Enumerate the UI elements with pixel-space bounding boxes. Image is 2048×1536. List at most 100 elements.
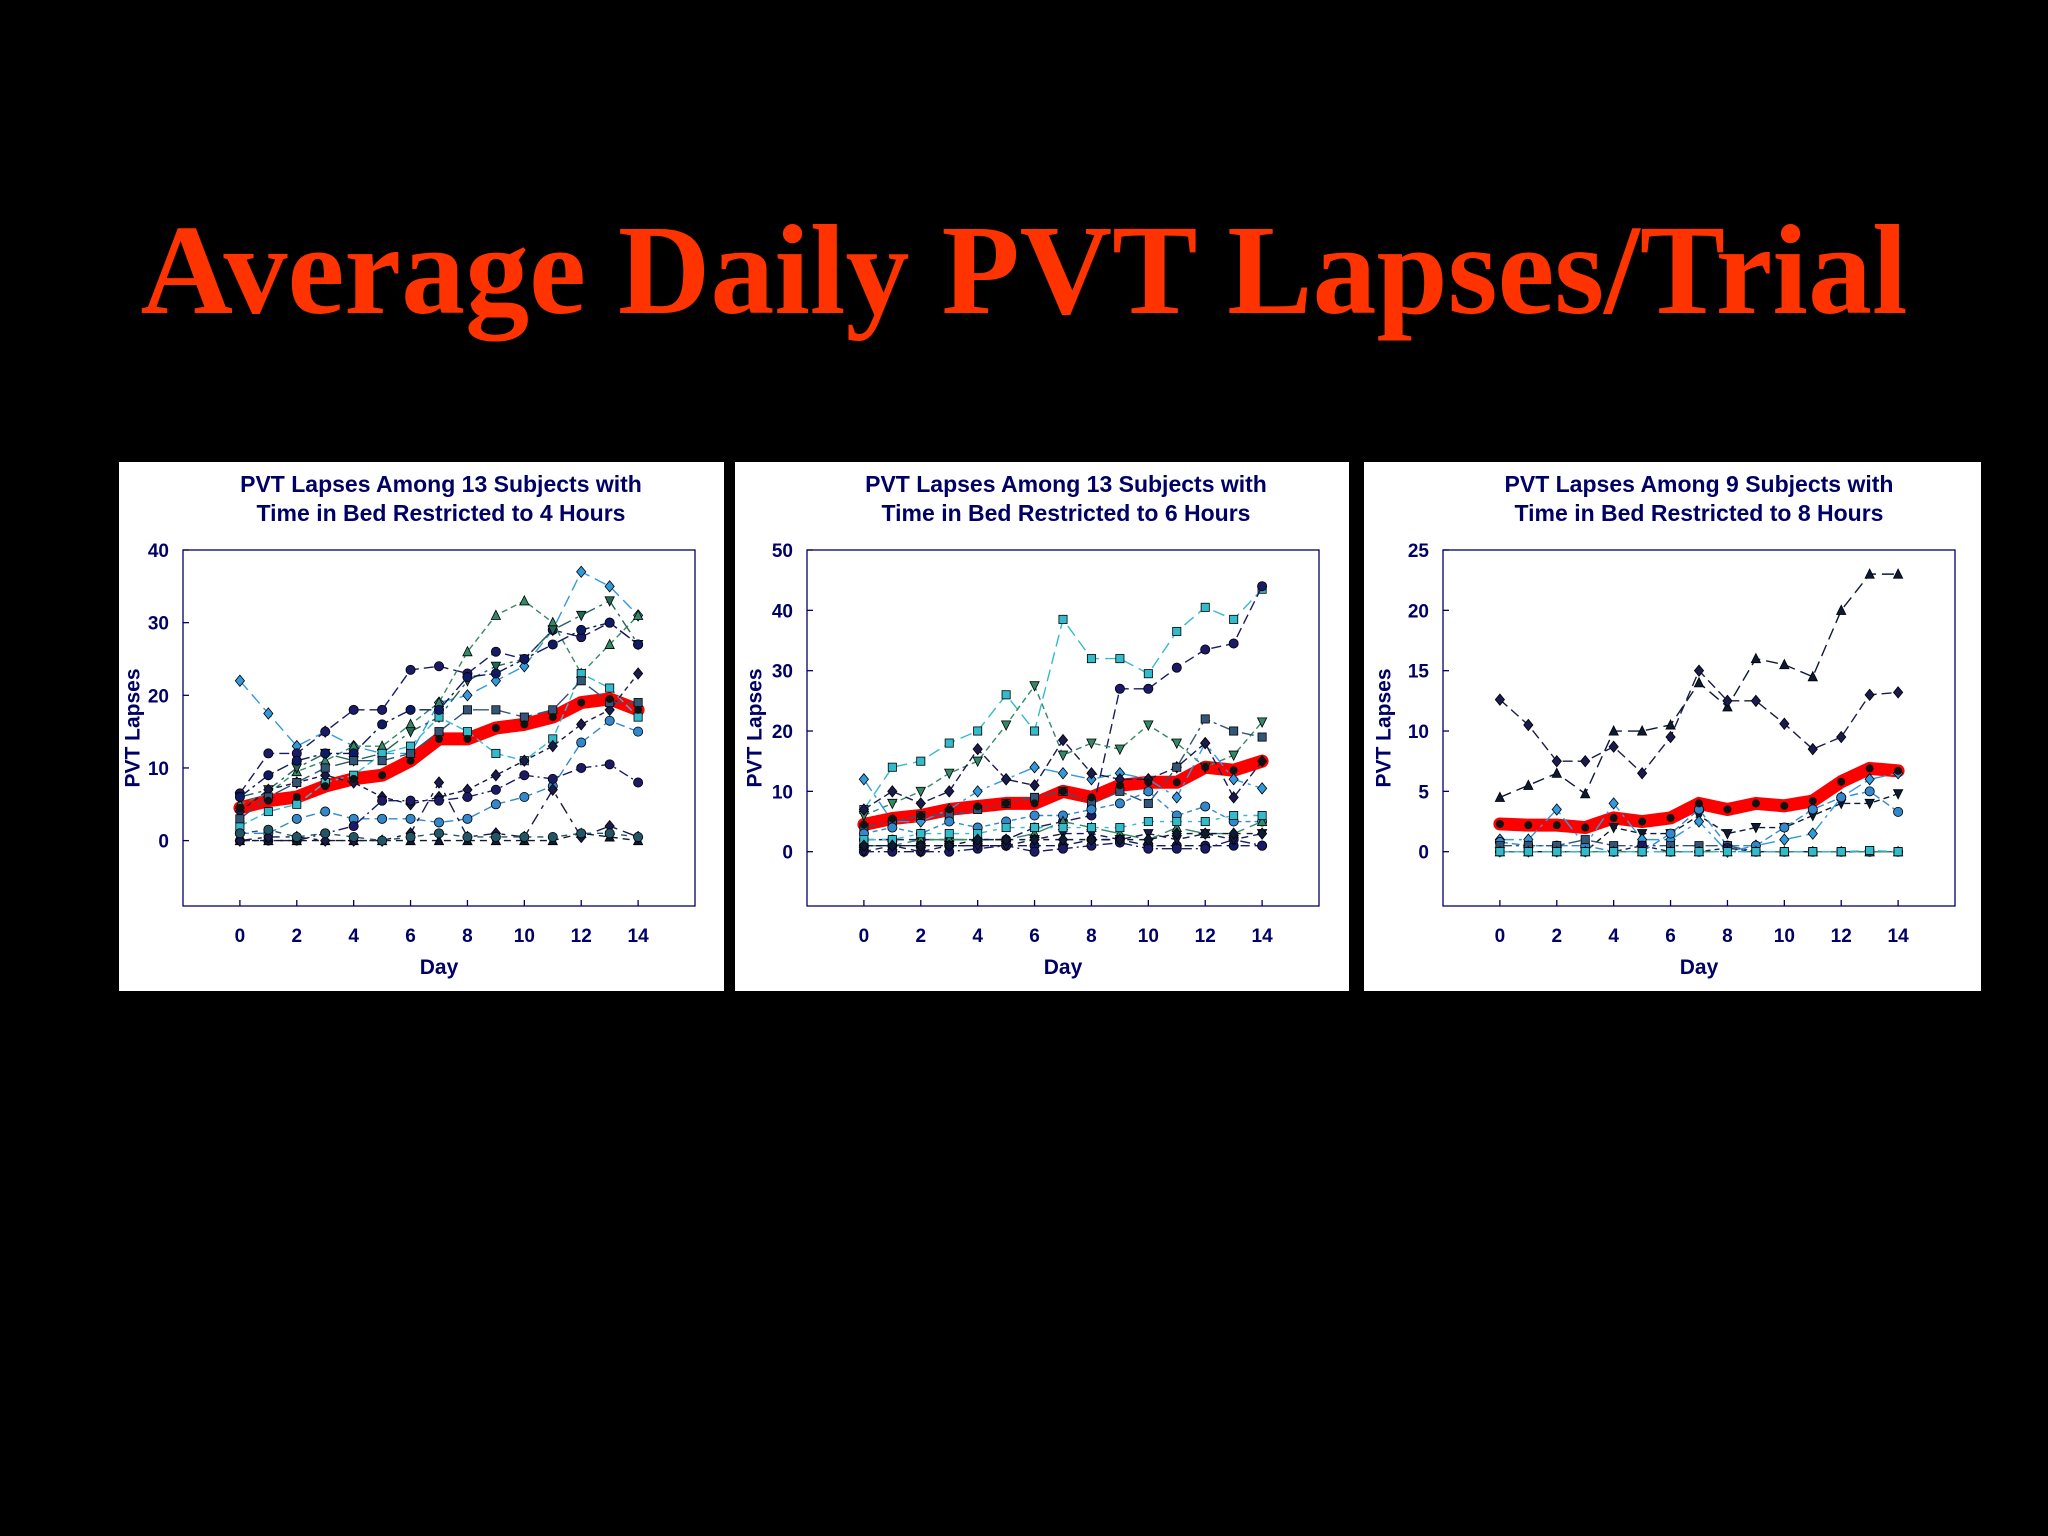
mean-data-point xyxy=(321,782,330,791)
subject-data-point xyxy=(972,742,983,756)
chart-title-line: PVT Lapses Among 9 Subjects with xyxy=(1505,471,1894,497)
subject-data-point xyxy=(377,719,388,730)
subject-data-point xyxy=(490,661,502,673)
x-tick-label: 14 xyxy=(628,926,650,947)
subject-data-point xyxy=(1551,803,1562,816)
mean-data-point xyxy=(1552,821,1561,830)
subject-data-point xyxy=(1665,730,1676,744)
subject-data-point xyxy=(1257,810,1267,820)
mean-data-point xyxy=(378,771,387,780)
subject-data-point xyxy=(1835,604,1847,615)
mean-data-point xyxy=(406,756,415,765)
subject-data-point xyxy=(519,770,530,781)
x-tick-label: 12 xyxy=(1831,926,1852,947)
subject-data-point xyxy=(1722,829,1733,840)
subject-data-point xyxy=(433,795,444,806)
x-tick-label: 2 xyxy=(1551,926,1562,947)
y-tick-label: 40 xyxy=(772,601,793,622)
subject-data-point xyxy=(1000,773,1012,786)
mean-data-point xyxy=(1524,821,1533,830)
subject-data-point xyxy=(434,727,444,737)
subject-series xyxy=(234,715,644,839)
chart-title-line: Time in Bed Restricted to 4 Hours xyxy=(257,500,626,526)
subject-data-point xyxy=(405,831,416,842)
subject-data-point xyxy=(604,638,615,649)
mean-data-point xyxy=(1723,805,1732,814)
subject-data-point xyxy=(1750,823,1762,834)
subject-data-point xyxy=(1057,750,1069,762)
subject-data-point xyxy=(348,704,359,715)
subject-data-point xyxy=(348,831,359,842)
subject-data-point xyxy=(1029,846,1040,857)
subject-data-point xyxy=(887,785,898,798)
subject-data-point xyxy=(1228,791,1239,804)
subject-data-point xyxy=(604,596,615,607)
subject-data-point xyxy=(1029,681,1040,692)
subject-data-point xyxy=(547,773,558,784)
subject-data-point xyxy=(291,813,302,824)
subject-data-point xyxy=(1171,662,1182,673)
subject-data-point xyxy=(1892,568,1904,579)
mean-data-point xyxy=(1495,819,1504,828)
chart-panel-4-hours: PVT Lapses Among 13 Subjects with Time in… xyxy=(119,462,724,991)
subject-data-point xyxy=(490,799,501,810)
subject-series xyxy=(234,667,644,818)
subject-data-point xyxy=(462,831,473,842)
subject-data-point xyxy=(1143,669,1153,679)
subject-data-point xyxy=(1229,614,1239,624)
subject-data-point xyxy=(1779,822,1790,833)
subject-data-point xyxy=(887,762,897,772)
subject-data-point xyxy=(1892,686,1904,699)
subject-data-point xyxy=(1893,806,1904,817)
subject-data-point xyxy=(491,705,501,715)
subject-data-point xyxy=(1143,720,1154,731)
subject-data-point xyxy=(462,672,473,683)
subject-series xyxy=(1494,767,1904,858)
subject-data-point xyxy=(490,668,501,679)
subject-data-point xyxy=(633,698,643,708)
subject-data-point xyxy=(1200,602,1210,612)
subject-data-point xyxy=(433,828,444,839)
subject-data-point xyxy=(263,830,274,844)
subject-data-point xyxy=(1693,676,1705,688)
subject-data-point xyxy=(632,609,644,620)
subject-data-point xyxy=(1608,740,1619,753)
x-axis-label: Day xyxy=(420,956,459,979)
chart-panel-6-hours: PVT Lapses Among 13 Subjects with Time in… xyxy=(735,462,1349,991)
subject-data-point xyxy=(944,839,955,852)
subject-data-point xyxy=(1608,797,1619,810)
subject-data-point xyxy=(405,704,416,715)
subject-data-point xyxy=(1086,738,1097,750)
subject-data-point xyxy=(1200,644,1211,655)
subject-data-point xyxy=(1029,833,1040,846)
mean-data-point xyxy=(1002,799,1011,808)
subject-data-point xyxy=(234,834,246,847)
x-tick-label: 0 xyxy=(859,926,870,947)
y-tick-label: 10 xyxy=(1408,722,1429,743)
x-tick-label: 10 xyxy=(514,926,535,947)
chart-title-line: PVT Lapses Among 13 Subjects with xyxy=(865,471,1267,497)
subject-data-point xyxy=(1228,638,1239,649)
subject-data-point xyxy=(1636,767,1648,780)
subject-series-line xyxy=(239,621,639,798)
slide-title: Average Daily PVT Lapses/Trial xyxy=(140,199,1908,341)
x-tick-label: 14 xyxy=(1888,926,1910,947)
mean-data-point xyxy=(1894,766,1903,775)
subject-data-point xyxy=(1779,833,1790,846)
x-tick-label: 0 xyxy=(1495,926,1506,947)
subject-data-point xyxy=(1807,827,1818,840)
subject-data-point xyxy=(973,726,983,736)
subject-data-point xyxy=(406,748,416,758)
subject-data-point xyxy=(263,707,274,720)
subject-data-point xyxy=(1143,683,1154,694)
subject-data-point xyxy=(633,639,644,650)
x-tick-label: 6 xyxy=(405,926,416,947)
subject-data-point xyxy=(377,756,387,766)
mean-data-point xyxy=(1666,813,1675,822)
subject-data-point xyxy=(1495,847,1505,857)
subject-data-point xyxy=(1637,847,1647,857)
plot-frame xyxy=(806,549,1320,907)
mean-data-point xyxy=(859,820,868,829)
y-tick-label: 20 xyxy=(1408,601,1429,622)
y-tick-label: 10 xyxy=(148,759,169,780)
